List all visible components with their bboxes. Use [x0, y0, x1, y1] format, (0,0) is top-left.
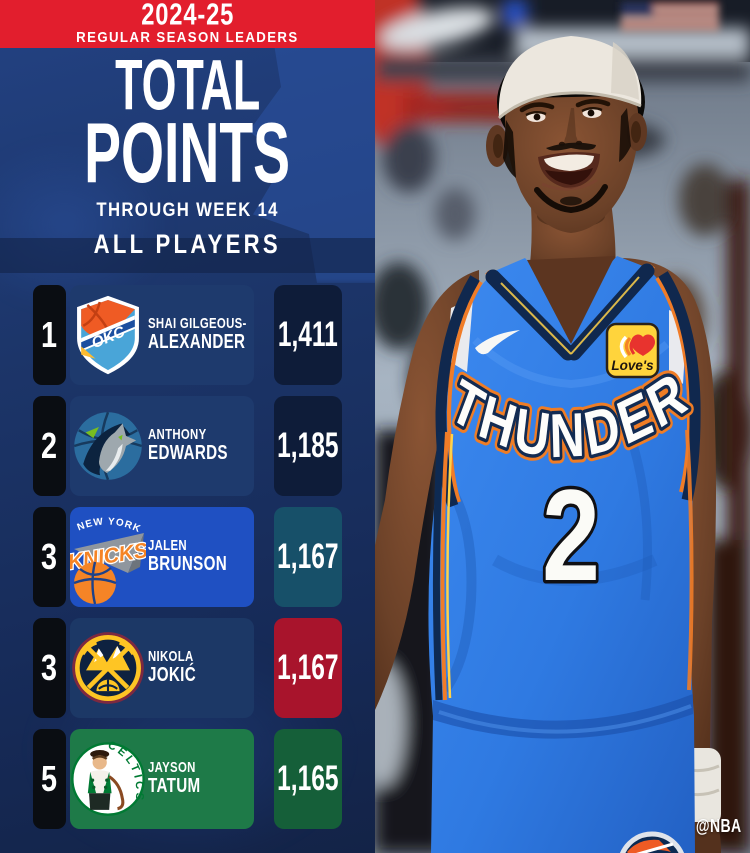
timberwolves-logo — [70, 396, 146, 496]
leaderboard-row-1: 1 OKC — [33, 285, 342, 385]
nike-swoosh-icon — [475, 330, 520, 355]
player-name: JALEN BRUNSON — [148, 537, 227, 576]
season-banner: 2024-25 REGULAR SEASON LEADERS — [0, 0, 375, 48]
leaderboard-panel: 2024-25 REGULAR SEASON LEADERS TOTAL POI… — [0, 0, 375, 853]
rank-box: 1 — [33, 285, 66, 385]
player-nose — [564, 108, 578, 148]
nba-watermark: @NBA — [696, 816, 742, 836]
leaderboard-rows: 1 OKC — [33, 285, 342, 829]
knicks-logo: NEW YORK KNICKS — [70, 507, 146, 607]
points-box: 1,165 — [274, 729, 342, 829]
leaderboard-row-2: 2 ANTHONY — [33, 396, 342, 496]
player-left-arm — [375, 270, 479, 710]
sponsor-patch: Love's — [605, 322, 660, 379]
nuggets-logo — [70, 618, 146, 718]
points-box: 1,185 — [274, 396, 342, 496]
title-line1: TOTAL — [114, 44, 261, 126]
svg-text:NEW YORK: NEW YORK — [76, 516, 143, 535]
player-name: ANTHONY EDWARDS — [148, 426, 228, 465]
celtics-logo: CELTICS — [70, 729, 146, 829]
jersey-number: 2 — [542, 462, 600, 608]
player-name: NIKOLA JOKIĆ — [148, 648, 196, 687]
player-cell: ANTHONY EDWARDS — [70, 396, 254, 496]
rank-box: 3 — [33, 618, 66, 718]
rank-box: 2 — [33, 396, 66, 496]
background-glow — [0, 140, 170, 310]
player-mouth — [538, 152, 600, 191]
thunder-jersey: Love's THUNDER THUNDER 2 — [428, 256, 701, 853]
player-head — [486, 36, 647, 233]
stat-title: TOTAL POINTS THROUGH WEEK 14 ALL PLAYERS — [0, 44, 375, 260]
leaderboard-row-3: 3 NEW YORK KNICKS — [33, 507, 342, 607]
rank-box: 3 — [33, 507, 66, 607]
player-photo: Love's THUNDER THUNDER 2 — [375, 0, 750, 853]
points-box: 1,167 — [274, 618, 342, 718]
title-line2: POINTS — [84, 104, 291, 201]
shorts-okc-patch — [620, 831, 684, 853]
okc-thunder-logo: OKC — [70, 285, 146, 385]
leaderboard-row-4: 3 — [33, 618, 342, 718]
banner-subtitle: REGULAR SEASON LEADERS — [76, 29, 299, 47]
rank-box: 5 — [33, 729, 66, 829]
player-figure: Love's THUNDER THUNDER 2 — [375, 36, 721, 853]
player-cell: NEW YORK KNICKS JALEN BRUNSON — [70, 507, 254, 607]
player-name: JAYSON TATUM — [148, 759, 201, 798]
chest-skin — [527, 256, 615, 344]
points-box: 1,411 — [274, 285, 342, 385]
points-box: 1,167 — [274, 507, 342, 607]
mustache — [546, 142, 596, 151]
leaderboard-row-5: 5 CELTICS — [33, 729, 342, 829]
goatee — [534, 184, 608, 214]
svg-text:Love's: Love's — [611, 358, 654, 373]
title-through-week: THROUGH WEEK 14 — [96, 200, 279, 222]
player-name: SHAI GILGEOUS- ALEXANDER — [148, 315, 247, 354]
player-cell: CELTICS — [70, 729, 254, 829]
title-band — [0, 238, 375, 273]
player-photo-panel: Love's THUNDER THUNDER 2 — [375, 0, 750, 853]
american-flag — [621, 2, 719, 32]
player-eyes — [525, 107, 603, 122]
player-cell: NIKOLA JOKIĆ — [70, 618, 254, 718]
season-label: 2024-25 — [140, 0, 235, 33]
title-scope: ALL PLAYERS — [93, 229, 282, 260]
player-cell: OKC SHAI GILGEOUS- ALEXANDER — [70, 285, 254, 385]
